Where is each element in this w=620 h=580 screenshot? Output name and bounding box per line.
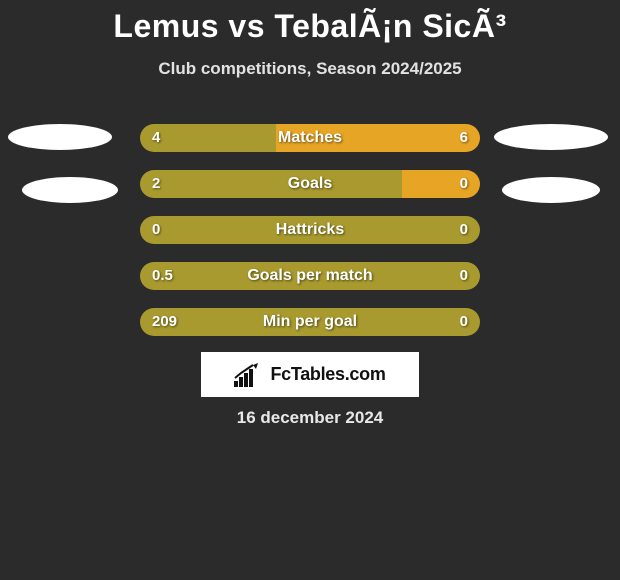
stat-bar: [140, 262, 480, 290]
stat-bar: [140, 308, 480, 336]
page-title: Lemus vs TebalÃ¡n SicÃ³: [0, 0, 620, 45]
player2-value: 0: [460, 308, 468, 336]
player1-value: 0: [152, 216, 160, 244]
date-text: 16 december 2024: [0, 408, 620, 428]
player1-bar: [140, 308, 480, 336]
stat-bar: [140, 170, 480, 198]
player2-bar: [402, 170, 480, 198]
player1-value: 4: [152, 124, 160, 152]
player1-value: 2: [152, 170, 160, 198]
fctables-icon: [234, 363, 266, 387]
player1-bar: [140, 262, 480, 290]
decorative-ellipse: [494, 124, 608, 150]
logo-text: FcTables.com: [270, 364, 385, 385]
decorative-ellipse: [8, 124, 112, 150]
player2-value: 6: [460, 124, 468, 152]
decorative-ellipse: [502, 177, 600, 203]
stat-row: 00Hattricks: [0, 216, 620, 244]
player1-value: 209: [152, 308, 177, 336]
stat-row: 0.50Goals per match: [0, 262, 620, 290]
subtitle: Club competitions, Season 2024/2025: [0, 59, 620, 79]
player1-bar: [140, 170, 402, 198]
player1-bar: [140, 124, 276, 152]
player1-value: 0.5: [152, 262, 173, 290]
fctables-link[interactable]: FcTables.com: [201, 352, 419, 397]
player2-value: 0: [460, 216, 468, 244]
player2-value: 0: [460, 262, 468, 290]
player1-bar: [140, 216, 480, 244]
player2-value: 0: [460, 170, 468, 198]
player2-bar: [276, 124, 480, 152]
stat-bar: [140, 216, 480, 244]
decorative-ellipse: [22, 177, 118, 203]
stat-bar: [140, 124, 480, 152]
stat-row: 2090Min per goal: [0, 308, 620, 336]
stats-container: 46Matches20Goals00Hattricks0.50Goals per…: [0, 124, 620, 354]
